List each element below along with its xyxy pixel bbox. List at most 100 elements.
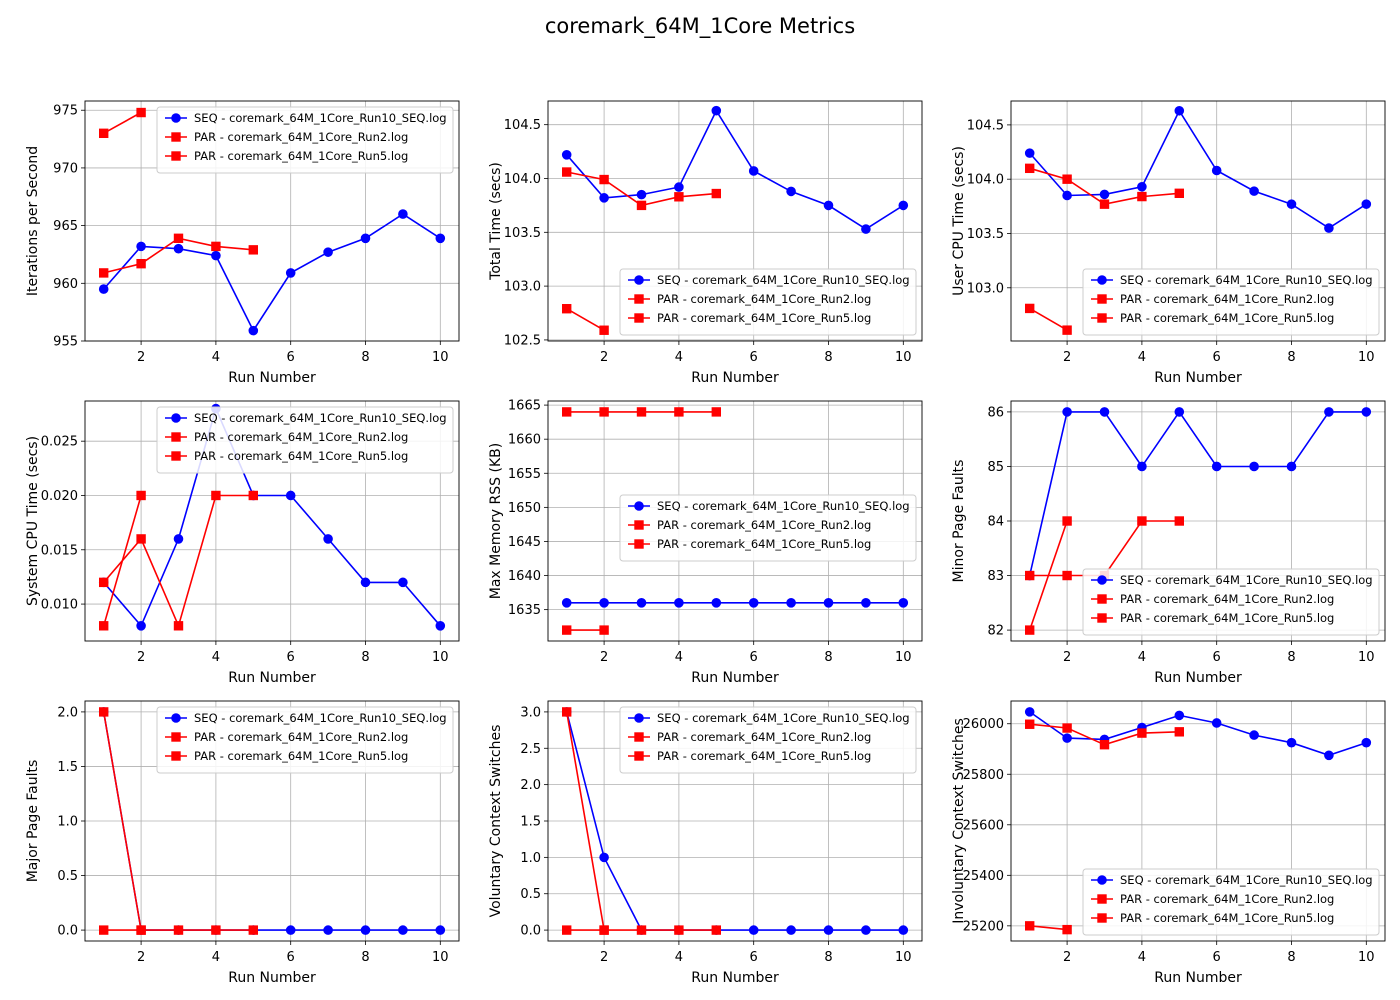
y-tick-label: 0.0 — [57, 924, 78, 939]
legend-label: SEQ - coremark_64M_1Core_Run10_SEQ.log — [657, 711, 910, 725]
series-line — [1028, 410, 1367, 576]
legend-marker — [171, 113, 181, 123]
x-axis-label: Run Number — [691, 370, 779, 386]
data-point — [748, 166, 759, 176]
data-point — [1211, 461, 1222, 472]
data-point — [1286, 199, 1297, 209]
data-point — [1174, 516, 1184, 526]
x-tick-label: 8 — [1287, 950, 1295, 965]
y-tick-label: 86 — [987, 405, 1004, 420]
x-tick-label: 10 — [432, 950, 449, 965]
legend-box — [1082, 868, 1380, 936]
legend-label: SEQ - coremark_64M_1Core_Run10_SEQ.log — [194, 411, 447, 425]
y-tick-label: 25200 — [963, 919, 1004, 934]
x-tick-label: 8 — [1287, 350, 1295, 365]
data-point — [99, 707, 109, 717]
y-tick-label: 103.5 — [504, 226, 541, 241]
x-tick-label: 10 — [1358, 350, 1375, 365]
data-point — [1211, 718, 1222, 728]
data-point — [711, 407, 721, 417]
legend-marker — [634, 294, 644, 304]
series-2 — [1025, 921, 1072, 935]
data-point — [1062, 516, 1072, 526]
legend-marker — [1097, 613, 1107, 623]
legend-label: SEQ - coremark_64M_1Core_Run10_SEQ.log — [1120, 573, 1373, 587]
x-tick-label: 8 — [361, 350, 369, 365]
data-point — [1062, 733, 1072, 743]
series-line — [565, 711, 904, 931]
data-point — [562, 925, 572, 935]
legend-marker — [1097, 594, 1107, 604]
legend-label: PAR - coremark_64M_1Core_Run2.log — [657, 730, 871, 744]
data-point — [636, 189, 647, 200]
data-point — [360, 577, 371, 588]
legend-marker — [1097, 894, 1107, 904]
y-axis-label: User CPU Time (secs) — [951, 146, 967, 296]
data-point — [173, 243, 184, 254]
data-point — [561, 150, 572, 160]
series-3 — [562, 167, 721, 211]
legend: SEQ - coremark_64M_1Core_Run10_SEQ.log PA… — [619, 494, 917, 562]
data-point — [562, 625, 572, 635]
x-tick-label: 6 — [750, 650, 758, 665]
axes-frame — [1010, 400, 1386, 642]
data-point — [823, 925, 834, 935]
legend-box — [156, 706, 454, 774]
data-point — [173, 534, 184, 544]
legend: SEQ - coremark_64M_1Core_Run10_SEQ.log PA… — [619, 706, 917, 774]
data-point — [636, 925, 647, 935]
data-point — [711, 925, 721, 935]
series-line — [1029, 925, 1068, 931]
series-line — [102, 711, 142, 931]
data-point — [435, 620, 446, 631]
legend-label: PAR - coremark_64M_1Core_Run5.log — [194, 149, 408, 163]
series-line — [1029, 109, 1367, 230]
legend-label: SEQ - coremark_64M_1Core_Run10_SEQ.log — [1120, 273, 1373, 287]
legend-marker — [634, 713, 644, 723]
subplot-2: 2 4 6 8 10 102.5 103.0 103.5 104.0 104.5 Run Numbe… — [488, 100, 923, 386]
x-tick-label: 2 — [600, 650, 608, 665]
data-point — [1099, 189, 1110, 200]
y-tick-label: 1.0 — [57, 815, 78, 830]
legend-label: PAR - coremark_64M_1Core_Run2.log — [194, 130, 408, 144]
series-3 — [99, 490, 259, 631]
subplot-5: 2 4 6 8 10 1635 1640 1645 1650 1655 1660 1665 Run Nu… — [488, 399, 923, 686]
data-point — [435, 925, 446, 935]
legend-label: PAR - coremark_64M_1Core_Run2.log — [657, 518, 871, 532]
x-tick-label: 6 — [1213, 650, 1221, 665]
data-point — [748, 925, 759, 935]
data-point — [1062, 325, 1072, 335]
data-point — [786, 925, 796, 935]
data-point — [562, 707, 572, 717]
x-tick-label: 2 — [137, 350, 145, 365]
series-1 — [1024, 105, 1372, 233]
y-tick-label: 1645 — [508, 535, 541, 550]
data-point — [136, 107, 146, 118]
data-point — [674, 407, 684, 417]
y-tick-label: 975 — [53, 104, 78, 119]
data-point — [1062, 407, 1072, 417]
data-point — [1025, 570, 1035, 581]
y-tick-label: 104.0 — [504, 172, 541, 187]
data-point — [1137, 191, 1147, 202]
y-tick-label: 1.5 — [520, 815, 541, 830]
x-tick-label: 4 — [212, 650, 220, 665]
legend-label: PAR - coremark_64M_1Core_Run5.log — [1120, 611, 1334, 625]
data-point — [398, 577, 408, 588]
legend-label: PAR - coremark_64M_1Core_Run5.log — [657, 749, 871, 763]
data-point — [136, 490, 146, 501]
y-tick-label: 0.010 — [41, 598, 78, 613]
legend-marker — [1097, 275, 1107, 285]
series-line — [103, 237, 254, 274]
y-tick-label: 103.0 — [504, 280, 541, 295]
x-axis-label: Run Number — [691, 970, 779, 986]
data-point — [1361, 199, 1372, 209]
data-point — [99, 268, 109, 278]
y-tick-label: 1655 — [508, 467, 541, 482]
data-point — [898, 598, 909, 608]
legend-box — [619, 494, 917, 562]
y-tick-label: 1640 — [508, 569, 541, 584]
data-point — [99, 925, 109, 935]
